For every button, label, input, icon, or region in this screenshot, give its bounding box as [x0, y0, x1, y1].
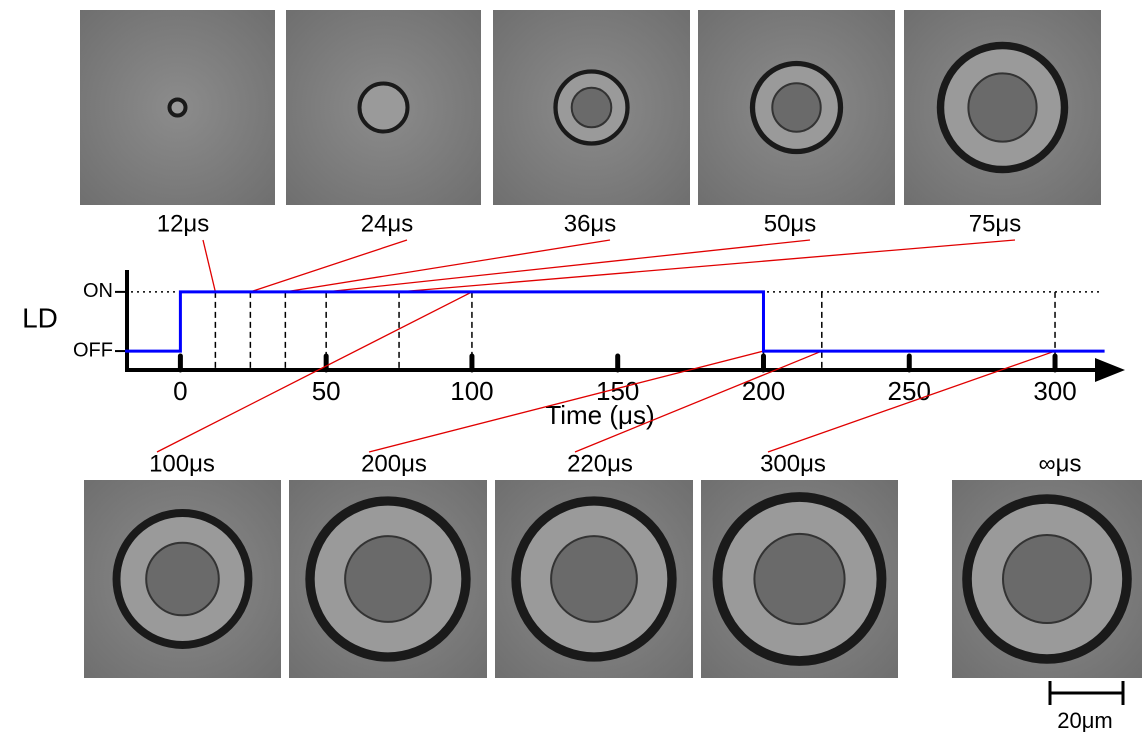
- micrograph: [952, 480, 1142, 678]
- x-tick-label: 50: [312, 376, 341, 406]
- cell-ring: [170, 100, 186, 116]
- cell-core: [968, 73, 1036, 141]
- snapshot-label: 100μs: [149, 450, 215, 477]
- x-tick-label: 150: [596, 376, 639, 406]
- y-tick-label: OFF: [73, 339, 113, 361]
- cell-core: [772, 83, 820, 131]
- micrograph: [286, 10, 481, 205]
- snapshot-leader: [250, 240, 407, 292]
- micrograph: [289, 480, 487, 678]
- cell-ring: [360, 84, 408, 132]
- micrograph: [495, 480, 693, 678]
- snapshot-leader: [285, 240, 610, 292]
- x-tick-label: 100: [450, 376, 493, 406]
- cell-core: [572, 88, 612, 128]
- snapshot-label: 50μs: [764, 210, 817, 237]
- snapshot-label: 220μs: [567, 450, 633, 477]
- snapshot-label: 24μs: [361, 210, 414, 237]
- snapshot-leader: [399, 240, 1015, 292]
- x-tick-label: 200: [742, 376, 785, 406]
- y-tick-label: ON: [83, 280, 113, 302]
- snapshot-leader: [369, 351, 763, 452]
- snapshot-label: 75μs: [969, 210, 1022, 237]
- micrograph: [493, 10, 690, 205]
- x-axis-arrow: [1095, 358, 1125, 382]
- snapshot-label: 12μs: [157, 210, 210, 237]
- cell-core: [146, 543, 219, 616]
- micrograph: [80, 10, 275, 205]
- y-axis-label: LD: [22, 302, 58, 333]
- scale-bar: [1050, 681, 1123, 705]
- micrograph: [904, 10, 1101, 205]
- cell-core: [345, 536, 431, 622]
- scale-bar-label: 20μm: [1057, 708, 1112, 733]
- x-tick-label: 0: [173, 376, 187, 406]
- micrograph: [698, 10, 895, 205]
- snapshot-leader: [203, 240, 215, 292]
- micrograph: [84, 480, 281, 678]
- cell-core: [551, 536, 637, 622]
- figure: LD Time (μs) 20μm ONOFF05010015020025030…: [0, 0, 1143, 734]
- snapshot-label: 300μs: [760, 450, 826, 477]
- snapshot-label: 200μs: [361, 450, 427, 477]
- x-tick-label: 250: [888, 376, 931, 406]
- cell-core: [754, 534, 844, 624]
- snapshot-label: 36μs: [564, 210, 617, 237]
- snapshot-label: ∞μs: [1039, 450, 1082, 477]
- micrograph: [701, 480, 898, 678]
- x-tick-label: 300: [1033, 376, 1076, 406]
- snapshot-leader: [326, 240, 810, 292]
- signal-line: [125, 292, 1105, 351]
- cell-core: [1003, 535, 1091, 623]
